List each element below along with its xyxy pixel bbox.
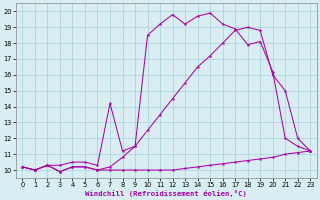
X-axis label: Windchill (Refroidissement éolien,°C): Windchill (Refroidissement éolien,°C): [85, 190, 247, 197]
